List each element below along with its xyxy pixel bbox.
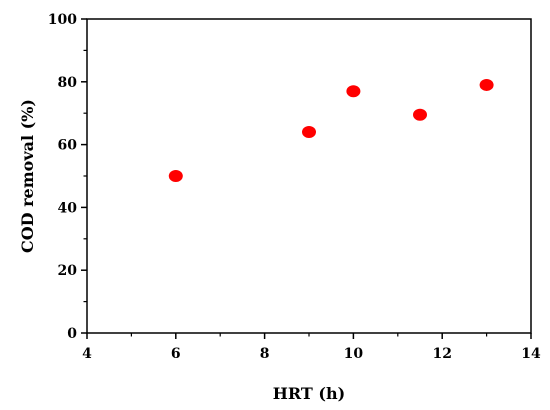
y-tick-label: 80 bbox=[58, 75, 78, 91]
x-tick-label: 8 bbox=[260, 346, 270, 362]
data-point bbox=[346, 85, 361, 98]
y-tick-label: 20 bbox=[58, 263, 78, 279]
x-tick-label: 14 bbox=[521, 346, 541, 362]
y-tick-label: 100 bbox=[48, 12, 77, 28]
x-tick-label: 12 bbox=[432, 346, 451, 362]
data-points bbox=[168, 78, 494, 182]
y-tick-label: 0 bbox=[67, 326, 77, 342]
y-axis-label: COD removal (%) bbox=[18, 99, 37, 253]
data-point bbox=[479, 78, 494, 91]
axis-ticks bbox=[81, 18, 532, 339]
x-tick-label: 4 bbox=[82, 346, 92, 362]
data-point bbox=[302, 126, 316, 139]
x-tick-label: 6 bbox=[171, 346, 181, 362]
x-tick-label: 10 bbox=[344, 346, 364, 362]
plot-area-frame bbox=[86, 18, 532, 334]
tick-labels: 4 6 8 10 12 14 0 20 40 60 80 100 bbox=[48, 12, 541, 362]
y-tick-label: 40 bbox=[58, 200, 78, 216]
x-axis-label: HRT (h) bbox=[273, 384, 345, 403]
data-point bbox=[168, 170, 183, 182]
y-tick-label: 60 bbox=[58, 138, 78, 154]
data-point bbox=[413, 108, 427, 121]
